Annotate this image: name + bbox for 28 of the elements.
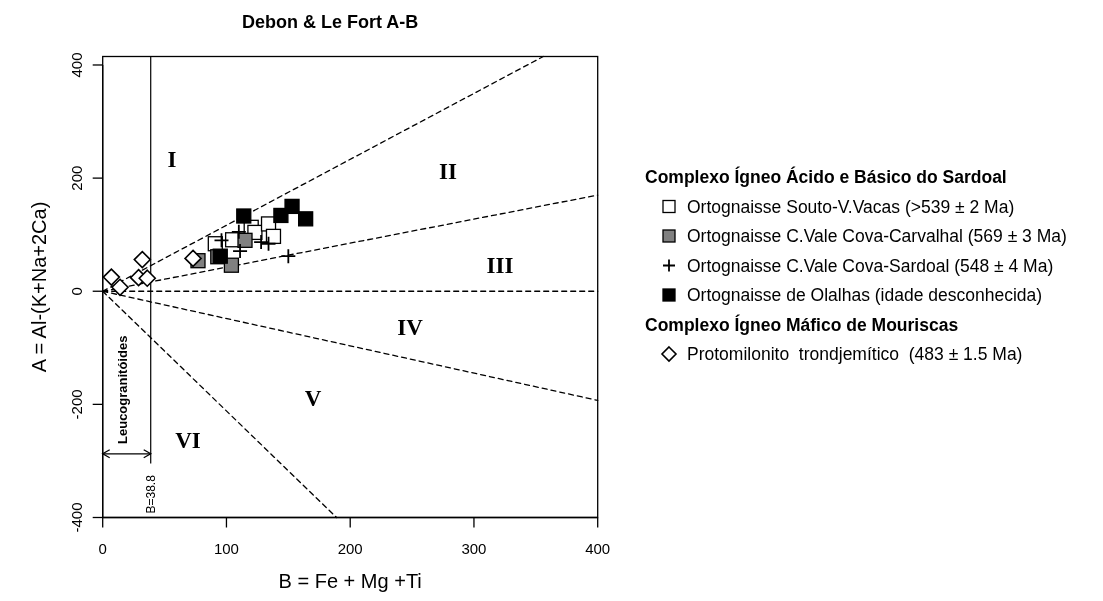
- legend-label: Ortognaisse Souto-V.Vacas (>539 ± 2 Ma): [687, 196, 1015, 217]
- annotation: VI: [175, 427, 201, 453]
- y-tick-label: 0: [68, 287, 85, 296]
- text: Complexo Ígneo Máfico de Mouriscas: [645, 313, 959, 335]
- x-tick-label: 100: [213, 540, 239, 557]
- annotation: Leucogranitóides: [115, 335, 131, 444]
- annotation: III: [486, 253, 514, 279]
- annotation: I: [167, 147, 177, 173]
- y-tick-label: 400: [68, 52, 85, 78]
- y-tick-label: 200: [68, 165, 85, 191]
- legend-label: Ortognaisse de Olalhas (idade desconhecida): [687, 285, 1043, 305]
- x-tick-label: 400: [585, 540, 611, 557]
- legend-title: Complexo Ígneo Ácido e Básico do Sardoal: [645, 166, 1007, 187]
- annotation: IV: [397, 314, 424, 340]
- x-tick-label: 0: [98, 540, 107, 557]
- legend-label: Ortognaisse C.Vale Cova-Carvalhal (569 ± 3 Ma): [687, 226, 1067, 246]
- chart-title: Debon & Le Fort A-B: [242, 12, 419, 32]
- legend-label: Ortognaisse C.Vale Cova-Sardoal (548 ± 4 Ma): [687, 255, 1054, 276]
- ref-line-label: B=38.8: [143, 474, 158, 514]
- y-axis-title: A = Al-(K+Na+2Ca): [28, 201, 50, 373]
- annotation: V: [304, 385, 322, 411]
- annotation: II: [439, 159, 458, 185]
- legend-label: Protomilonito trondjemítico (483 ± 1.5 Ma): [687, 344, 1023, 364]
- x-axis-title: B = Fe + Mg +Ti: [278, 570, 422, 592]
- x-tick-label: 200: [337, 540, 363, 557]
- y-tick-label: -400: [68, 502, 85, 533]
- y-tick-label: -200: [68, 389, 85, 420]
- x-tick-label: 300: [461, 540, 487, 557]
